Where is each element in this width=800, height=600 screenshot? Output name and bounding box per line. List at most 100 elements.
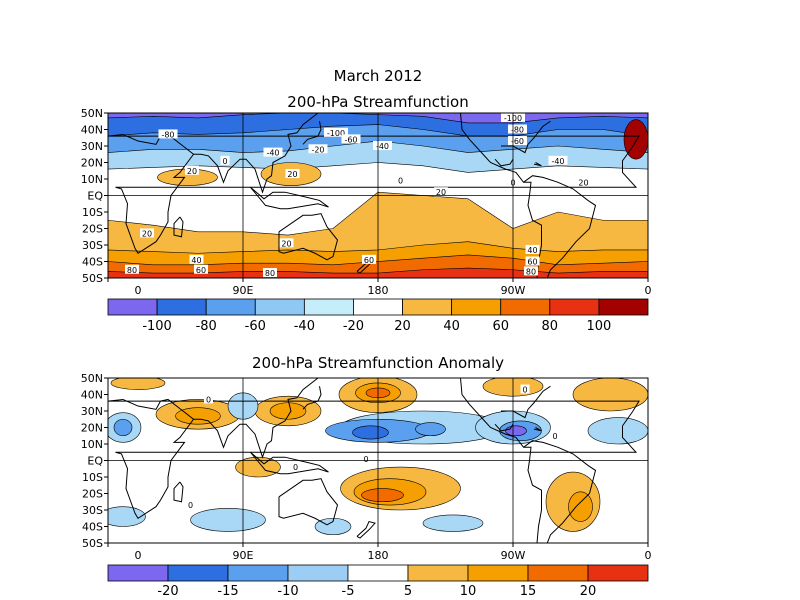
lat-label: 40S — [82, 256, 103, 269]
contour-label-bg — [525, 244, 540, 254]
coastline — [173, 481, 184, 503]
lat-label: 30S — [82, 239, 103, 252]
contour-label-bg — [548, 155, 568, 165]
contour-label-bg — [186, 500, 195, 510]
colorbar-label: -60 — [245, 319, 266, 334]
contour-label-bg — [125, 264, 139, 274]
shaded-region — [623, 119, 648, 160]
shaded-region — [361, 488, 404, 503]
contour-label-bg — [525, 256, 540, 266]
contour-label: 40 — [191, 256, 201, 265]
colorbar-swatch — [287, 564, 349, 582]
coastline-layer — [108, 113, 640, 278]
coastline — [250, 451, 329, 475]
lon-label: 180 — [368, 549, 389, 562]
contour-label: 20 — [287, 170, 297, 179]
coastline — [460, 378, 542, 543]
contour-label-bg — [361, 453, 371, 463]
contour-label-bg — [373, 141, 392, 150]
colorbar-label: 60 — [492, 319, 509, 334]
shaded-region — [235, 456, 281, 478]
lon-label: 0 — [645, 549, 652, 562]
lat-label: EQ — [87, 455, 103, 468]
contour-label: -60 — [511, 137, 524, 146]
contour-label: 20 — [281, 239, 291, 248]
colorbar-label: -100 — [142, 319, 172, 334]
contour-label: 60 — [196, 266, 206, 275]
colorbar-swatch — [167, 564, 229, 582]
lon-label: 90W — [501, 549, 526, 562]
contour-label-bg — [263, 147, 283, 157]
coastline — [460, 113, 542, 278]
coastline — [193, 113, 319, 194]
lat-label: 50N — [81, 107, 103, 120]
lon-label: 0 — [135, 284, 142, 297]
contour-label: -80 — [161, 130, 174, 139]
contour-label: -40 — [551, 157, 564, 166]
contour-label-bg — [524, 266, 538, 276]
shaded-region — [587, 417, 648, 445]
lat-label: 20N — [81, 157, 103, 170]
shaded-region — [505, 425, 527, 437]
contour-label: 80 — [526, 267, 536, 276]
colorbar-label: 100 — [586, 319, 611, 334]
contour-label: -60 — [344, 135, 357, 144]
contour-label: 20 — [436, 188, 446, 197]
contour-label-bg — [204, 394, 213, 404]
coastline — [494, 423, 514, 432]
contour-label-bg — [434, 187, 448, 197]
contour-label-bg — [396, 175, 405, 185]
contour-label: -100 — [327, 129, 345, 138]
lat-label: 40N — [81, 124, 103, 137]
lat-label: EQ — [87, 190, 103, 203]
coastline — [302, 386, 322, 410]
colorbar-swatch — [254, 298, 305, 316]
contour-label: -20 — [311, 145, 324, 154]
coastline-layer — [108, 378, 640, 543]
lat-label: 40S — [82, 521, 103, 534]
contour-label: -40 — [266, 149, 279, 158]
figure-title: March 2012 — [334, 67, 423, 85]
colorbar-swatch — [107, 298, 158, 316]
colorbar-label: 15 — [520, 584, 537, 599]
lat-label: 40N — [81, 389, 103, 402]
lat-label: 30S — [82, 504, 103, 517]
lat-label: 30N — [81, 405, 103, 418]
colorbar-swatch — [549, 298, 600, 316]
contour-label-bg — [140, 228, 154, 238]
coastline — [523, 440, 597, 543]
contour-label: -80 — [511, 126, 524, 135]
contour-label: 0 — [552, 432, 557, 441]
shaded-region — [352, 425, 389, 440]
latitude-labels: 50N 40N 30N 20N 10N EQ 10S 20S 30S 40S 50S — [81, 372, 108, 550]
colorbar-swatch — [587, 564, 649, 582]
contour-label-bg — [220, 155, 230, 165]
contour-label: 40 — [527, 246, 537, 255]
coastline — [533, 427, 542, 432]
colorbar-swatch — [402, 298, 453, 316]
shaded-region — [314, 517, 352, 536]
contour-label-bg — [194, 264, 208, 274]
contour-label-bg — [189, 254, 204, 264]
colorbar: -20 -15 -10 -5 5 10 15 20 — [107, 564, 649, 599]
colorbar-label: -80 — [196, 319, 217, 334]
contour-label-bg — [185, 165, 199, 175]
contour-label-bg — [520, 384, 530, 394]
lon-label: 180 — [368, 284, 389, 297]
shaded-region — [110, 378, 166, 390]
coastline — [533, 162, 542, 167]
colorbar-label: 20 — [394, 319, 411, 334]
lon-label: 0 — [135, 549, 142, 562]
colorbar: -100 -80 -60 -40 -20 20 40 60 80 100 — [107, 298, 649, 334]
lat-label: 20S — [82, 488, 103, 501]
contour-label-bg — [576, 177, 591, 187]
shaded-region — [415, 422, 446, 437]
colorbar-swatch — [407, 564, 469, 582]
colorbar-swatch — [353, 298, 403, 316]
colorbar-label: -10 — [277, 584, 298, 599]
latitude-labels: 50N 40N 30N 20N 10N EQ 10S 20S 30S 40S 50S — [81, 107, 108, 285]
contour-label-bg — [508, 136, 527, 146]
longitude-labels: 0 90E 180 90W 0 — [107, 278, 652, 297]
colorbar-swatch — [107, 564, 169, 582]
